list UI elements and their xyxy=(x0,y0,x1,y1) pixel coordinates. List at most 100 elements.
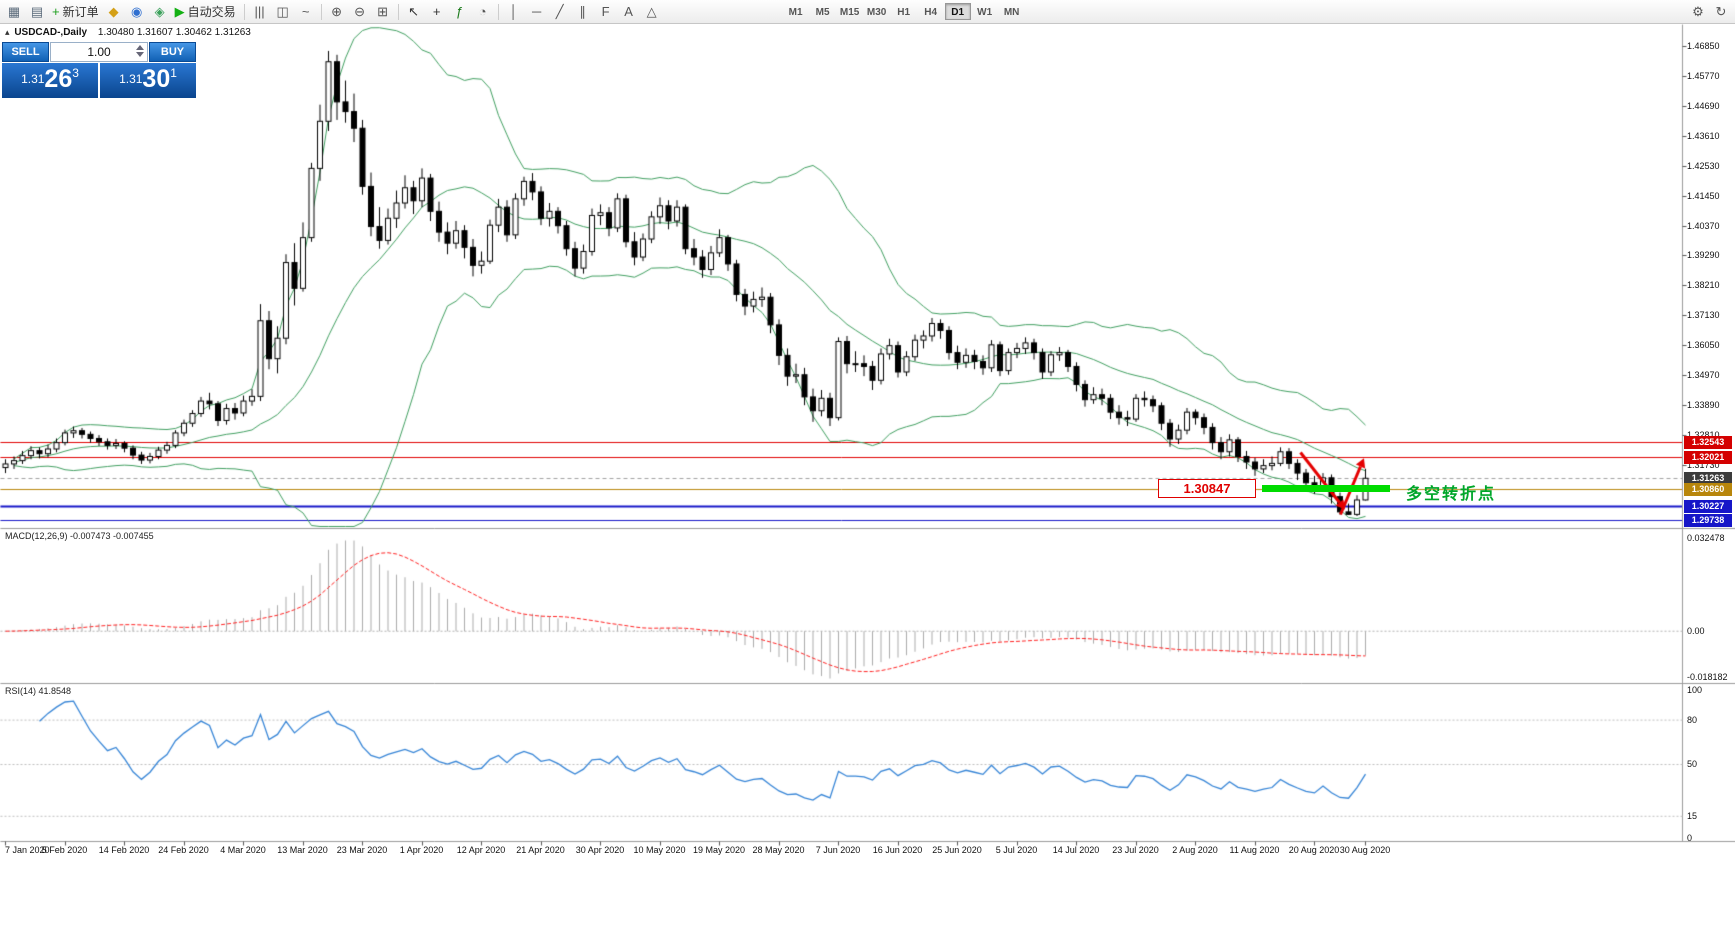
date-label: 2 Aug 2020 xyxy=(1172,845,1218,855)
f​ibonacci-icon[interactable]: F xyxy=(595,2,617,22)
horizontal-line-icon[interactable]: ─ xyxy=(526,2,548,22)
text-icon: A xyxy=(624,4,633,19)
price-axis-tag: 1.30227 xyxy=(1684,500,1732,513)
new-order-label: 新订单 xyxy=(62,5,99,19)
timeframe-button-M1[interactable]: M1 xyxy=(783,3,809,20)
turning-point-note[interactable]: 多空转折点 xyxy=(1406,486,1497,503)
new-chart-icon[interactable]: ▦ xyxy=(3,2,25,22)
sell-button[interactable]: SELL xyxy=(2,42,49,62)
price-tick-label: 1.33890 xyxy=(1687,400,1720,410)
date-label: 13 Mar 2020 xyxy=(277,845,328,855)
price-axis-tag: 1.32543 xyxy=(1684,436,1732,449)
channel-icon[interactable]: ∥ xyxy=(572,2,594,22)
rsi-level-label: 0 xyxy=(1687,833,1693,843)
buy-price-point: 1 xyxy=(170,66,177,80)
toolbar-separator xyxy=(497,3,499,20)
price-tick-label: 1.31730 xyxy=(1687,460,1720,470)
price-tick-label: 1.38210 xyxy=(1687,280,1720,290)
timeframe-button-H1[interactable]: H1 xyxy=(891,3,917,20)
sell-price-main: 1.31 xyxy=(21,72,45,86)
support-price-label[interactable]: 1.30847 xyxy=(1158,479,1256,498)
crosshair-icon: + xyxy=(432,4,441,19)
lot-stepper[interactable] xyxy=(136,45,144,57)
autotrade-label: 自动交易 xyxy=(187,5,236,19)
timeframe-button-M5[interactable]: M5 xyxy=(810,3,836,20)
date-label: 1 Apr 2020 xyxy=(399,845,444,855)
timeframe-button-M15[interactable]: M15 xyxy=(837,3,863,20)
grid-icon[interactable]: ⊞ xyxy=(372,2,394,22)
price-axis-tag: 1.31263 xyxy=(1684,472,1732,485)
timeframe-button-H4[interactable]: H4 xyxy=(918,3,944,20)
trendline-icon[interactable]: ╱ xyxy=(549,2,571,22)
vertical-line-icon[interactable]: │ xyxy=(503,2,525,22)
macd-zero-label: 0.00 xyxy=(1687,626,1705,636)
profiles-icon[interactable]: ▤ xyxy=(26,2,48,22)
lot-value: 1.00 xyxy=(87,45,111,59)
buy-button[interactable]: BUY xyxy=(149,42,196,62)
buy-price-pips: 30 xyxy=(142,65,171,93)
timeframe-button-W1[interactable]: W1 xyxy=(972,3,998,20)
clock-icon: ◔ xyxy=(478,4,487,19)
crosshair-icon[interactable]: + xyxy=(426,2,448,22)
metaeditor-icon[interactable]: ◆ xyxy=(103,2,125,22)
trendline-icon: ╱ xyxy=(555,4,564,19)
new-order-button[interactable]: + 新订单 xyxy=(48,2,103,22)
one-click-trading-panel: SELL 1.00 BUY 1.31 26 3 1.31 30 1 xyxy=(2,42,196,98)
ohlc-values: 1.30480 1.31607 1.30462 1.31263 xyxy=(97,27,251,38)
date-label: 23 Jul 2020 xyxy=(1112,845,1159,855)
candlestick-chart-icon[interactable]: ◫ xyxy=(272,2,294,22)
price-tick-label: 1.44690 xyxy=(1687,101,1720,111)
chart-header: ▴ USDCAD-,Daily 1.30480 1.31607 1.30462 … xyxy=(5,27,251,38)
lot-size-field[interactable]: 1.00 xyxy=(50,42,148,62)
date-label: 24 Feb 2020 xyxy=(158,845,209,855)
market-watch-icon[interactable]: ◉ xyxy=(126,2,148,22)
support-zone-line[interactable] xyxy=(1262,485,1390,492)
rsi-indicator-label: RSI(14) 41.8548 xyxy=(5,686,72,696)
timeframe-button-M30[interactable]: M30 xyxy=(864,3,890,20)
clock-icon[interactable]: ◔ xyxy=(472,2,494,22)
rsi-level-label: 80 xyxy=(1687,715,1698,725)
date-label: 4 Mar 2020 xyxy=(220,845,266,855)
price-axis-tag: 1.30860 xyxy=(1684,483,1732,496)
refresh-icon[interactable]: ↻ xyxy=(1710,2,1732,22)
date-label: 11 Aug 2020 xyxy=(1229,845,1280,855)
line-chart-icon[interactable]: ~ xyxy=(295,2,317,22)
trade-panel-expander-icon[interactable]: ▴ xyxy=(5,27,10,37)
zoom-out-icon[interactable]: ⊖ xyxy=(349,2,371,22)
lot-increase-icon[interactable] xyxy=(136,45,144,50)
terminal-icon[interactable]: ◈ xyxy=(149,2,171,22)
lot-decrease-icon[interactable] xyxy=(136,52,144,57)
text-icon[interactable]: A xyxy=(618,2,640,22)
autotrade-button[interactable]: ▶ 自动交易 xyxy=(171,2,240,22)
date-label: 12 Apr 2020 xyxy=(456,845,506,855)
cursor-icon: ↖ xyxy=(408,4,420,19)
indicators-icon[interactable]: ƒ xyxy=(449,2,471,22)
buy-price-main: 1.31 xyxy=(119,72,143,86)
shapes-icon: △ xyxy=(646,4,657,19)
profiles-icon: ▤ xyxy=(30,4,44,19)
price-tick-label: 1.37130 xyxy=(1687,310,1720,320)
timeframe-button-D1[interactable]: D1 xyxy=(944,3,971,20)
date-label: 30 Apr 2020 xyxy=(575,845,625,855)
timeframe-button-MN[interactable]: MN xyxy=(999,3,1025,20)
zoom-in-icon[interactable]: ⊕ xyxy=(326,2,348,22)
toolbar-separator xyxy=(320,3,322,20)
shapes-icon[interactable]: △ xyxy=(641,2,663,22)
metaeditor-icon: ◆ xyxy=(108,4,119,19)
sell-price-pips: 26 xyxy=(44,65,73,93)
settings-icon[interactable]: ⚙ xyxy=(1687,2,1709,22)
new-chart-icon: ▦ xyxy=(7,4,21,19)
zoom-out-icon: ⊖ xyxy=(354,4,366,19)
bar-chart-icon[interactable]: ||| xyxy=(249,2,271,22)
refresh-icon: ↻ xyxy=(1715,4,1727,19)
buy-price[interactable]: 1.31 30 1 xyxy=(100,63,196,98)
rsi-level-label: 50 xyxy=(1687,759,1698,769)
cursor-icon[interactable]: ↖ xyxy=(403,2,425,22)
date-label: 10 May 2020 xyxy=(633,845,686,855)
tools-toolbar-group: ◆ ◉ ◈ xyxy=(103,2,171,22)
price-tick-label: 1.42530 xyxy=(1687,161,1720,171)
terminal-icon: ◈ xyxy=(154,4,165,19)
sell-price[interactable]: 1.31 26 3 xyxy=(2,63,98,98)
